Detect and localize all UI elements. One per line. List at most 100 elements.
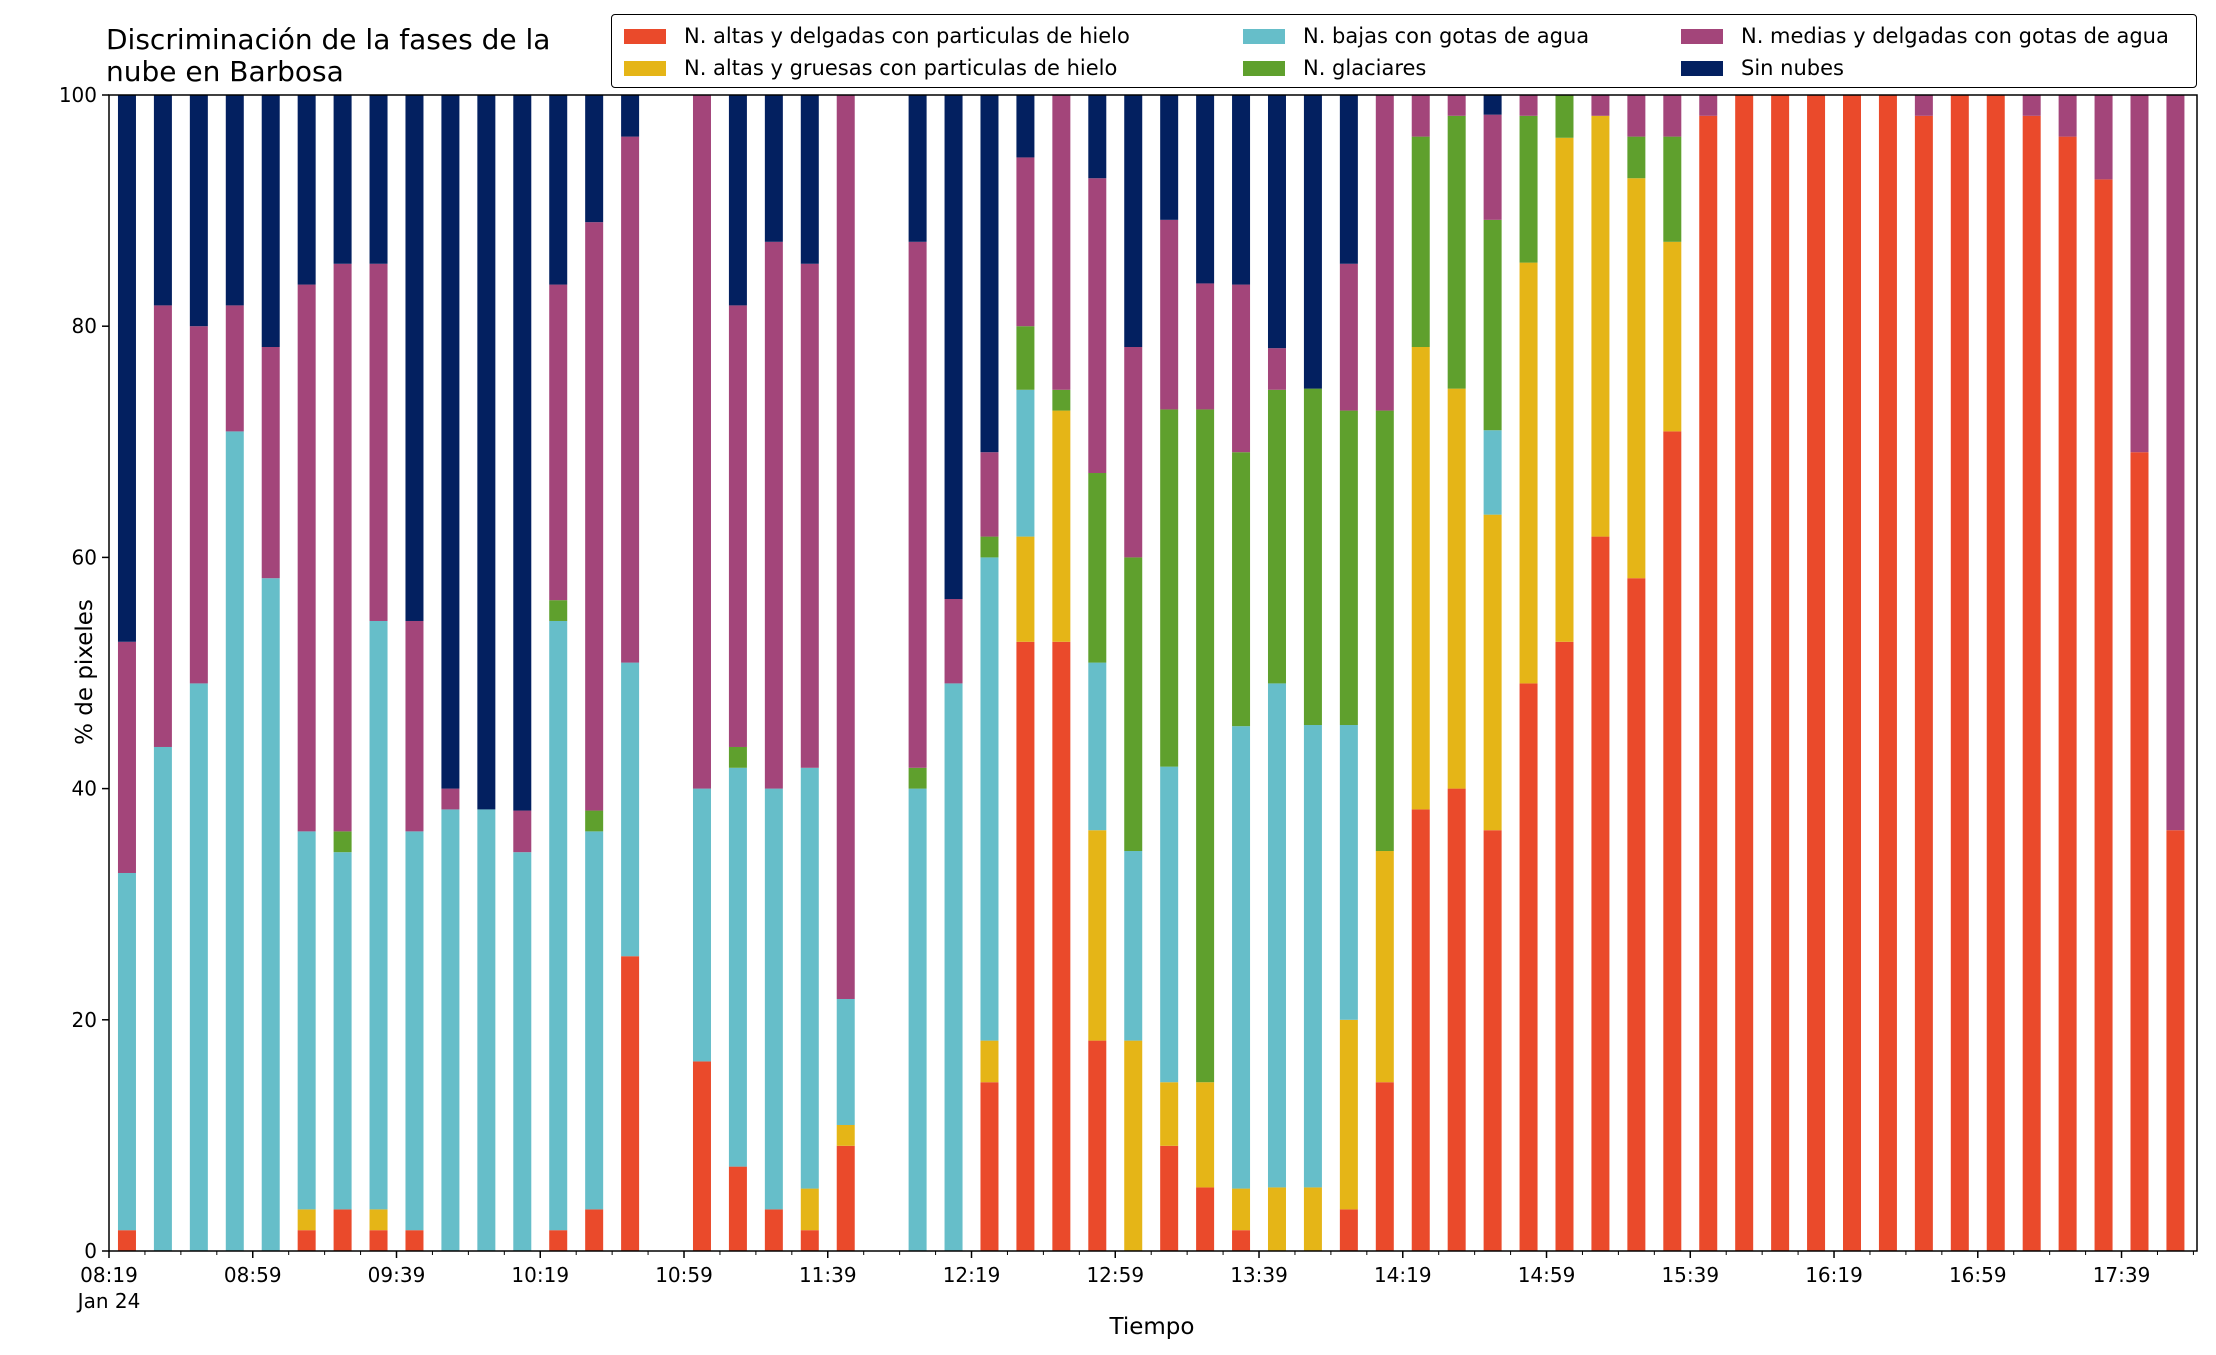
x-tick-label: 13:39 (1230, 1263, 1288, 1287)
bar-segment (1088, 473, 1107, 663)
bar-segment (980, 95, 999, 453)
bar-segment (333, 95, 352, 264)
x-tick-label: 08:19 (80, 1263, 138, 1287)
bar-segment (1555, 137, 1574, 642)
bar-segment (1411, 95, 1430, 137)
bar-segment (477, 809, 496, 1251)
bar-segment (225, 431, 244, 1251)
bar-segment (1196, 95, 1215, 284)
chart-title: Discriminación de la fases de la nube en… (106, 24, 626, 88)
bar-segment (764, 95, 783, 242)
bar-segment (800, 263, 819, 768)
x-tick-label: 16:19 (1805, 1263, 1863, 1287)
y-tick-label: 40 (72, 777, 97, 801)
legend-swatch (624, 60, 666, 76)
bar-segment (1447, 95, 1466, 116)
x-tick-label: 08:59 (224, 1263, 282, 1287)
bar-segment (728, 95, 747, 306)
bar-segment (369, 1209, 388, 1231)
bar-segment (800, 1230, 819, 1251)
bar-segment (1052, 641, 1071, 1251)
legend-label: N. medias y delgadas con gotas de agua (1741, 24, 2169, 48)
bar-segment (1591, 115, 1610, 537)
bar-segment (1339, 725, 1358, 1020)
bar-segment (1483, 114, 1502, 220)
bar-segment (1303, 388, 1322, 726)
bar-segment (1519, 683, 1538, 1251)
x-tick-label: 15:39 (1661, 1263, 1719, 1287)
bar-segment (405, 95, 424, 621)
bar-segment (2130, 95, 2149, 453)
bar-segment (1950, 95, 1969, 1251)
bar-segment (1914, 95, 1933, 116)
bar-segment (1160, 219, 1179, 410)
bar-segment (908, 767, 927, 789)
chart-legend: N. altas y delgadas con particulas de hi… (611, 14, 2197, 88)
bar-segment (1555, 641, 1574, 1251)
bar-segment (585, 831, 604, 1210)
bar-segment (621, 95, 640, 137)
bar-segment (692, 1061, 711, 1251)
bar-segment (1663, 241, 1682, 432)
bar-segment (800, 767, 819, 1189)
bar-segment (477, 95, 496, 810)
bar-segment (2094, 179, 2113, 1252)
bar-segment (1088, 830, 1107, 1041)
legend-swatch (624, 28, 666, 44)
legend-swatch (1681, 60, 1723, 76)
y-axis-label: % de pixeles (71, 599, 98, 745)
legend-label: N. bajas con gotas de agua (1303, 24, 1590, 48)
legend-label: N. altas y gruesas con particulas de hie… (684, 56, 1118, 80)
y-tick-label: 100 (59, 83, 97, 107)
y-tick-label: 80 (72, 314, 97, 338)
bar-segment (944, 683, 963, 1251)
legend-item-altas-gruesas: N. altas y gruesas con particulas de hie… (624, 52, 1117, 84)
bar-segment (1483, 95, 1502, 115)
legend-label: N. glaciares (1303, 56, 1427, 80)
bar-segment (1483, 219, 1502, 431)
bar-segment (1663, 136, 1682, 242)
bar-segment (764, 788, 783, 1210)
bar-segment (1016, 95, 1035, 158)
bar-segment (1124, 1040, 1143, 1251)
bar-segment (513, 852, 532, 1251)
bar-segment (333, 831, 352, 853)
bar-segment (980, 452, 999, 537)
bar-segment (2022, 115, 2041, 1252)
plot-frame (108, 94, 2198, 1252)
legend-item-medias: N. medias y delgadas con gotas de agua (1681, 20, 2169, 52)
bar-segment (980, 557, 999, 1041)
bar-segment (1267, 348, 1286, 390)
bar-segment (1267, 389, 1286, 684)
bar-segment (333, 263, 352, 832)
chart-title-line-2: nube en Barbosa (106, 55, 344, 88)
bar-segment (1267, 95, 1286, 349)
x-tick-label: 10:59 (655, 1263, 713, 1287)
legend-item-bajas: N. bajas con gotas de agua (1243, 20, 1589, 52)
y-tick-label: 0 (84, 1239, 97, 1263)
bar-segment (1052, 389, 1071, 411)
bar-segment (1232, 452, 1251, 727)
bar-segment (908, 788, 927, 1251)
bar-segment (1303, 725, 1322, 1188)
bar-segment (728, 1166, 747, 1251)
bar-segment (728, 767, 747, 1167)
legend-swatch (1681, 28, 1723, 44)
bar-segment (1303, 1187, 1322, 1251)
bar-segment (585, 222, 604, 811)
bar-segment (2166, 830, 2185, 1251)
bar-segment (117, 872, 136, 1231)
bar-segment (980, 536, 999, 558)
bar-segment (1088, 178, 1107, 474)
bar-segment (836, 1145, 855, 1251)
bar-segment (1196, 1187, 1215, 1251)
bar-segment (980, 1040, 999, 1083)
bar-segment (189, 95, 208, 327)
bar-segment (1196, 1082, 1215, 1188)
legend-swatch (1243, 60, 1285, 76)
x-tick-label: 17:39 (2093, 1263, 2151, 1287)
bar-segment (621, 956, 640, 1251)
bar-segment (1267, 1187, 1286, 1251)
